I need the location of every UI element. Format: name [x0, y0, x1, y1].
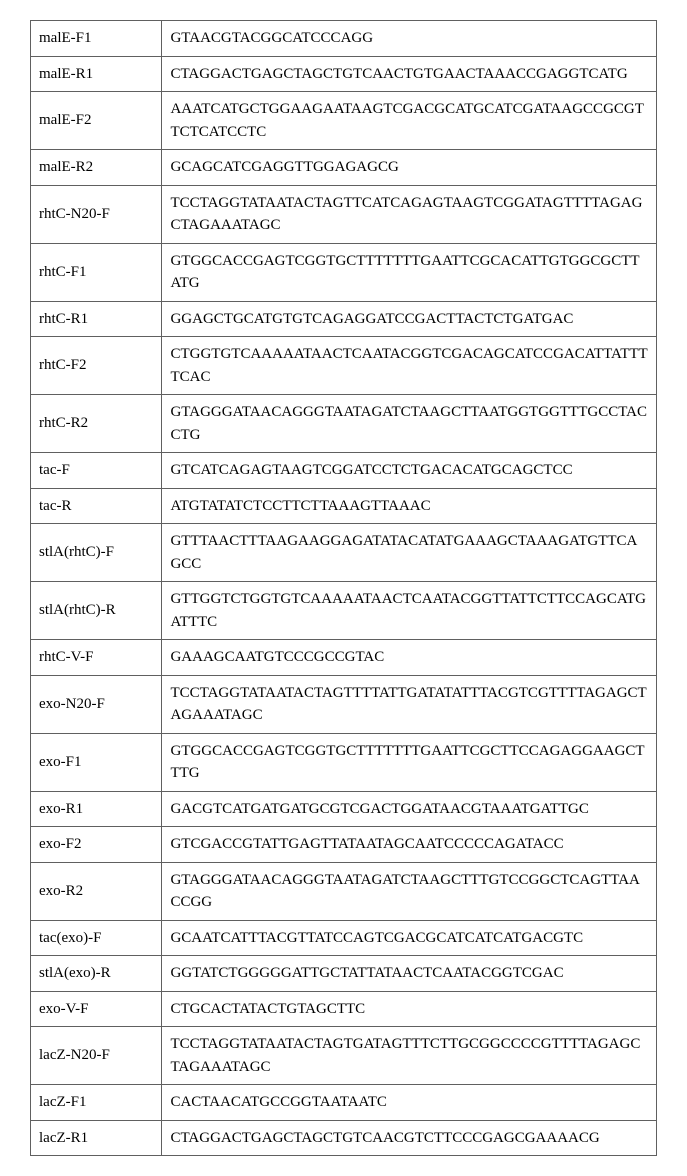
table-row: malE-F1GTAACGTACGGCATCCCAGG	[31, 21, 657, 57]
table-row: rhtC-F2CTGGTGTCAAAAATAACTCAATACGGTCGACAG…	[31, 337, 657, 395]
table-row: stlA(exo)-RGGTATCTGGGGGATTGCTATTATAACTCA…	[31, 956, 657, 992]
primer-name-cell: tac-R	[31, 488, 162, 524]
table-row: malE-F2AAATCATGCTGGAAGAATAAGTCGACGCATGCA…	[31, 92, 657, 150]
primer-name-cell: rhtC-N20-F	[31, 185, 162, 243]
primer-sequence-cell: GGTATCTGGGGGATTGCTATTATAACTCAATACGGTCGAC	[162, 956, 657, 992]
primer-name-cell: rhtC-R1	[31, 301, 162, 337]
primer-sequence-cell: GTCGACCGTATTGAGTTATAATAGCAATCCCCCAGATACC	[162, 827, 657, 863]
primer-name-cell: malE-F1	[31, 21, 162, 57]
primer-name-cell: rhtC-F2	[31, 337, 162, 395]
primer-name-cell: malE-F2	[31, 92, 162, 150]
primer-name-cell: exo-R2	[31, 862, 162, 920]
primer-sequence-cell: GAAAGCAATGTCCCGCCGTAC	[162, 640, 657, 676]
table-row: tac(exo)-FGCAATCATTTACGTTATCCAGTCGACGCAT…	[31, 920, 657, 956]
primer-name-cell: exo-R1	[31, 791, 162, 827]
primer-name-cell: exo-V-F	[31, 991, 162, 1027]
primer-sequence-cell: GCAGCATCGAGGTTGGAGAGCG	[162, 150, 657, 186]
table-row: malE-R1CTAGGACTGAGCTAGCTGTCAACTGTGAACTAA…	[31, 56, 657, 92]
primer-sequence-cell: GTGGCACCGAGTCGGTGCTTTTTTTGAATTCGCTTCCAGA…	[162, 733, 657, 791]
primer-sequence-cell: GGAGCTGCATGTGTCAGAGGATCCGACTTACTCTGATGAC	[162, 301, 657, 337]
primer-name-cell: rhtC-R2	[31, 395, 162, 453]
table-row: tac-RATGTATATCTCCTTCTTAAAGTTAAAC	[31, 488, 657, 524]
primer-sequence-cell: CACTAACATGCCGGTAATAATC	[162, 1085, 657, 1121]
primer-sequence-cell: CTGGTGTCAAAAATAACTCAATACGGTCGACAGCATCCGA…	[162, 337, 657, 395]
primer-name-cell: stlA(rhtC)-R	[31, 582, 162, 640]
table-row: rhtC-R2GTAGGGATAACAGGGTAATAGATCTAAGCTTAA…	[31, 395, 657, 453]
primer-sequence-cell: GCAATCATTTACGTTATCCAGTCGACGCATCATCATGACG…	[162, 920, 657, 956]
table-row: rhtC-R1GGAGCTGCATGTGTCAGAGGATCCGACTTACTC…	[31, 301, 657, 337]
table-row: exo-F2GTCGACCGTATTGAGTTATAATAGCAATCCCCCA…	[31, 827, 657, 863]
primer-name-cell: exo-N20-F	[31, 675, 162, 733]
primer-sequence-cell: CTAGGACTGAGCTAGCTGTCAACTGTGAACTAAACCGAGG…	[162, 56, 657, 92]
primer-name-cell: lacZ-N20-F	[31, 1027, 162, 1085]
table-row: lacZ-R1CTAGGACTGAGCTAGCTGTCAACGTCTTCCCGA…	[31, 1120, 657, 1156]
table-row: lacZ-N20-FTCCTAGGTATAATACTAGTGATAGTTTCTT…	[31, 1027, 657, 1085]
primer-sequence-cell: GTGGCACCGAGTCGGTGCTTTTTTTGAATTCGCACATTGT…	[162, 243, 657, 301]
primer-name-cell: malE-R2	[31, 150, 162, 186]
table-row: stlA(rhtC)-RGTTGGTCTGGTGTCAAAAATAACTCAAT…	[31, 582, 657, 640]
primer-sequence-cell: GTTTAACTTTAAGAAGGAGATATACATATGAAAGCTAAAG…	[162, 524, 657, 582]
table-row: lacZ-F1CACTAACATGCCGGTAATAATC	[31, 1085, 657, 1121]
table-row: rhtC-F1GTGGCACCGAGTCGGTGCTTTTTTTGAATTCGC…	[31, 243, 657, 301]
primer-table: malE-F1GTAACGTACGGCATCCCAGGmalE-R1CTAGGA…	[30, 20, 657, 1156]
primer-sequence-cell: TCCTAGGTATAATACTAGTGATAGTTTCTTGCGGCCCCGT…	[162, 1027, 657, 1085]
primer-name-cell: stlA(rhtC)-F	[31, 524, 162, 582]
table-row: malE-R2GCAGCATCGAGGTTGGAGAGCG	[31, 150, 657, 186]
table-row: tac-FGTCATCAGAGTAAGTCGGATCCTCTGACACATGCA…	[31, 453, 657, 489]
primer-sequence-cell: TCCTAGGTATAATACTAGTTCATCAGAGTAAGTCGGATAG…	[162, 185, 657, 243]
primer-name-cell: tac-F	[31, 453, 162, 489]
table-row: stlA(rhtC)-FGTTTAACTTTAAGAAGGAGATATACATA…	[31, 524, 657, 582]
table-row: exo-V-FCTGCACTATACTGTAGCTTC	[31, 991, 657, 1027]
primer-sequence-cell: TCCTAGGTATAATACTAGTTTTATTGATATATTTACGTCG…	[162, 675, 657, 733]
primer-name-cell: lacZ-R1	[31, 1120, 162, 1156]
table-row: exo-N20-FTCCTAGGTATAATACTAGTTTTATTGATATA…	[31, 675, 657, 733]
primer-name-cell: stlA(exo)-R	[31, 956, 162, 992]
primer-name-cell: lacZ-F1	[31, 1085, 162, 1121]
primer-sequence-cell: GTAACGTACGGCATCCCAGG	[162, 21, 657, 57]
primer-sequence-cell: CTAGGACTGAGCTAGCTGTCAACGTCTTCCCGAGCGAAAA…	[162, 1120, 657, 1156]
table-row: rhtC-N20-FTCCTAGGTATAATACTAGTTCATCAGAGTA…	[31, 185, 657, 243]
table-row: exo-F1GTGGCACCGAGTCGGTGCTTTTTTTGAATTCGCT…	[31, 733, 657, 791]
primer-sequence-cell: AAATCATGCTGGAAGAATAAGTCGACGCATGCATCGATAA…	[162, 92, 657, 150]
primer-name-cell: malE-R1	[31, 56, 162, 92]
primer-sequence-cell: GTTGGTCTGGTGTCAAAAATAACTCAATACGGTTATTCTT…	[162, 582, 657, 640]
primer-sequence-cell: ATGTATATCTCCTTCTTAAAGTTAAAC	[162, 488, 657, 524]
primer-name-cell: rhtC-V-F	[31, 640, 162, 676]
table-row: rhtC-V-FGAAAGCAATGTCCCGCCGTAC	[31, 640, 657, 676]
primer-name-cell: exo-F2	[31, 827, 162, 863]
primer-name-cell: exo-F1	[31, 733, 162, 791]
primer-sequence-cell: GTAGGGATAACAGGGTAATAGATCTAAGCTTTGTCCGGCT…	[162, 862, 657, 920]
primer-name-cell: tac(exo)-F	[31, 920, 162, 956]
table-row: exo-R2GTAGGGATAACAGGGTAATAGATCTAAGCTTTGT…	[31, 862, 657, 920]
primer-sequence-cell: CTGCACTATACTGTAGCTTC	[162, 991, 657, 1027]
table-row: exo-R1GACGTCATGATGATGCGTCGACTGGATAACGTAA…	[31, 791, 657, 827]
primer-sequence-cell: GTCATCAGAGTAAGTCGGATCCTCTGACACATGCAGCTCC	[162, 453, 657, 489]
primer-name-cell: rhtC-F1	[31, 243, 162, 301]
primer-sequence-cell: GTAGGGATAACAGGGTAATAGATCTAAGCTTAATGGTGGT…	[162, 395, 657, 453]
primer-sequence-cell: GACGTCATGATGATGCGTCGACTGGATAACGTAAATGATT…	[162, 791, 657, 827]
